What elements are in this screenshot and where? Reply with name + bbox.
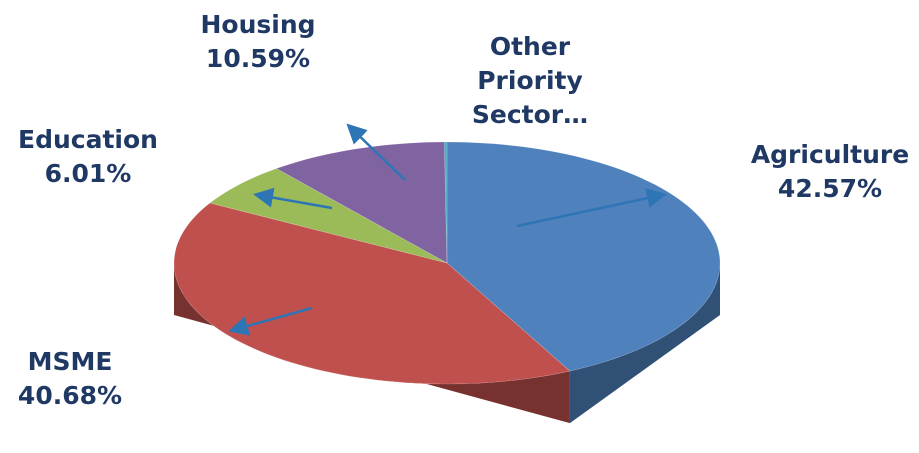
- value-label: 6.01%: [44, 159, 132, 188]
- data-label: Housing 10.59%: [200, 8, 315, 76]
- value-label: 42.57%: [777, 174, 883, 203]
- leader-arrow: [253, 187, 333, 210]
- category-name: Other Priority Sector…: [471, 32, 589, 129]
- data-label: Education 6.01%: [18, 123, 158, 191]
- data-label: Agriculture 42.57%: [751, 138, 909, 206]
- value-label: 10.59%: [205, 44, 311, 73]
- data-label: MSME 40.68%: [18, 345, 122, 413]
- slice: [275, 141, 448, 264]
- leader-arrow: [228, 306, 313, 336]
- value-label: 40.68%: [17, 381, 123, 410]
- category-name: MSME: [27, 347, 113, 376]
- slice: [173, 202, 571, 385]
- leader-arrow: [346, 123, 406, 181]
- category-name: Agriculture: [750, 140, 910, 169]
- slice-side: [569, 263, 720, 424]
- category-name: Housing: [200, 10, 316, 39]
- leader-arrow: [516, 188, 667, 228]
- slice: [444, 141, 448, 264]
- data-label: Other Priority Sector…: [435, 30, 625, 132]
- category-name: Education: [18, 125, 158, 154]
